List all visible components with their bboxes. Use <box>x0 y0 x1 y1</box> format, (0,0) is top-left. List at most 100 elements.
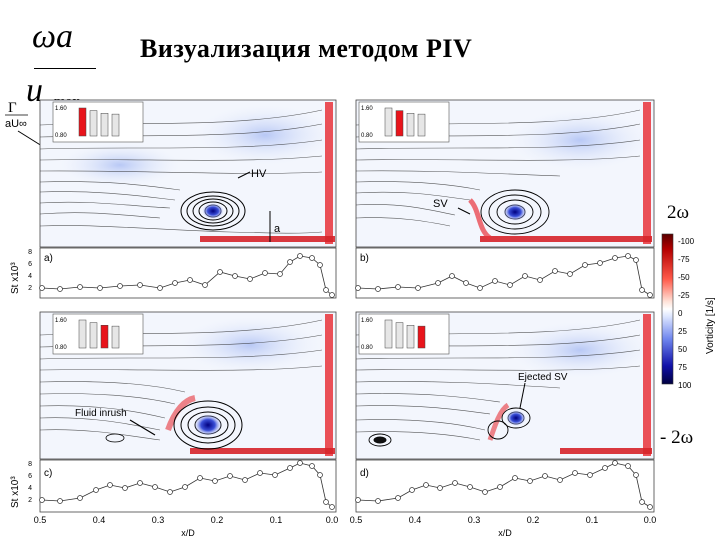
streamlines <box>39 109 323 234</box>
colorbar-gradient <box>661 233 674 385</box>
panel-label-d: d) <box>360 468 369 479</box>
streamlines <box>355 319 641 441</box>
annotation-ejected-sv: Ejected SV <box>518 372 568 383</box>
inset-bar <box>100 113 109 137</box>
annotation-fluid-inrush: Fluid inrush <box>75 408 127 419</box>
small-vortex <box>374 437 386 443</box>
st-axis-label: St x10³ <box>10 476 21 508</box>
wall-vorticity <box>643 314 651 456</box>
panel-a: HV a 1.60 0.80 <box>39 99 337 248</box>
floor-vorticity <box>190 448 335 454</box>
colorbar-tick: 75 <box>678 363 687 372</box>
gamma-arrow <box>17 130 43 147</box>
inset-tick: 1.60 <box>55 318 67 324</box>
blue-haze <box>195 105 335 165</box>
inset-tick: 0.80 <box>361 345 373 351</box>
floor-vorticity <box>480 236 652 242</box>
inset-bar <box>417 325 426 349</box>
blue-haze <box>510 322 650 378</box>
x-tick: 0.3 <box>152 515 165 525</box>
inset-tick: 0.80 <box>55 133 67 139</box>
gamma-denominator: aU∞ <box>5 118 27 130</box>
wall-vorticity <box>643 102 651 244</box>
floor-vorticity <box>560 448 652 454</box>
secondary-vorticity <box>468 198 492 241</box>
st-tick: 4 <box>28 273 32 280</box>
vortex-core <box>194 414 222 436</box>
panel-c: Fluid inrush 1.60 0.80 <box>39 311 337 460</box>
slide-title: Визуализация методом PIV <box>140 34 473 63</box>
st-axis-label: St x10³ <box>10 262 21 294</box>
panel-label-b: b) <box>360 253 369 264</box>
colorbar-tick: -100 <box>678 237 695 246</box>
hv-pointer <box>237 171 251 179</box>
secondary-vorticity <box>165 395 196 432</box>
colorbar-tick: -75 <box>678 255 690 264</box>
panel-b: SV 1.60 0.80 <box>355 99 655 248</box>
inset-bar <box>100 325 109 349</box>
x-tick: 0.5 <box>34 515 47 525</box>
annotation-minus-2omega: - 2ω <box>660 427 694 448</box>
vortex-core <box>202 203 224 219</box>
inset-bar <box>78 319 87 349</box>
colorbar-tick: -50 <box>678 273 690 282</box>
colorbar-tick: 100 <box>678 381 692 390</box>
ejected-pointer <box>519 382 526 409</box>
colorbar-tick: -25 <box>678 291 690 300</box>
annotation-a: a <box>274 223 281 235</box>
inset-bar <box>89 322 98 349</box>
inset-tick: 0.80 <box>361 133 373 139</box>
strouhal-b: b) <box>355 247 655 299</box>
inset-bar <box>417 113 426 137</box>
x-tick: 0.0 <box>644 515 657 525</box>
wall-vorticity <box>325 314 333 456</box>
blue-haze <box>180 317 320 373</box>
st-tick: 2 <box>28 285 32 292</box>
vortex-core <box>506 410 526 426</box>
x-axis-right: 0.5 0.4 0.3 0.2 0.1 0.0 x/D <box>350 515 657 538</box>
x-axis-left: 0.5 0.4 0.3 0.2 0.1 0.0 x/D <box>34 515 339 538</box>
colorbar-tick: 0 <box>678 309 683 318</box>
x-tick: 0.2 <box>527 515 540 525</box>
inset-bar <box>89 110 98 137</box>
x-axis-label: x/D <box>181 528 195 538</box>
annotation-sv: SV <box>433 198 448 210</box>
inset-bar <box>395 322 404 349</box>
st-tick: 6 <box>28 473 32 480</box>
inset-tick: 1.60 <box>361 318 373 324</box>
annotation-plus-2omega: 2ω <box>667 202 690 223</box>
colorbar-tick: 50 <box>678 345 687 354</box>
inset-tick: 1.60 <box>55 106 67 112</box>
inset-bar <box>384 107 393 137</box>
fraction-bar <box>34 68 96 69</box>
inset-bar <box>406 113 415 137</box>
inset-chart-a: 1.60 0.80 <box>52 101 144 143</box>
blue-haze <box>510 110 650 170</box>
strouhal-c: c) 8 6 4 2 St x10³ <box>10 459 337 513</box>
inset-tick: 0.80 <box>55 345 67 351</box>
st-tick: 4 <box>28 485 32 492</box>
x-tick: 0.4 <box>93 515 106 525</box>
inset-bar <box>384 319 393 349</box>
strouhal-a: a) 8 6 4 2 St x10³ <box>10 247 337 299</box>
x-tick: 0.1 <box>270 515 283 525</box>
formula-numerator: ωa <box>32 18 74 55</box>
inset-bar <box>111 113 120 137</box>
panel-label-a: a) <box>44 253 53 264</box>
blue-haze <box>60 143 180 187</box>
inset-chart-c: 1.60 0.80 <box>52 313 144 355</box>
floor-vorticity <box>200 236 335 242</box>
inset-chart-d: 1.60 0.80 <box>358 313 450 355</box>
panel-label-c: c) <box>44 468 52 479</box>
inrush-pointer <box>129 419 156 436</box>
inset-chart-b: 1.60 0.80 <box>358 101 450 143</box>
x-axis-label: x/D <box>498 528 512 538</box>
x-tick: 0.3 <box>468 515 481 525</box>
x-tick: 0.2 <box>211 515 224 525</box>
sv-pointer <box>457 207 471 215</box>
colorbar-tick: 25 <box>678 327 687 336</box>
strouhal-d: d) <box>355 459 655 513</box>
small-vortex <box>105 433 125 443</box>
wall-vorticity <box>325 102 333 244</box>
